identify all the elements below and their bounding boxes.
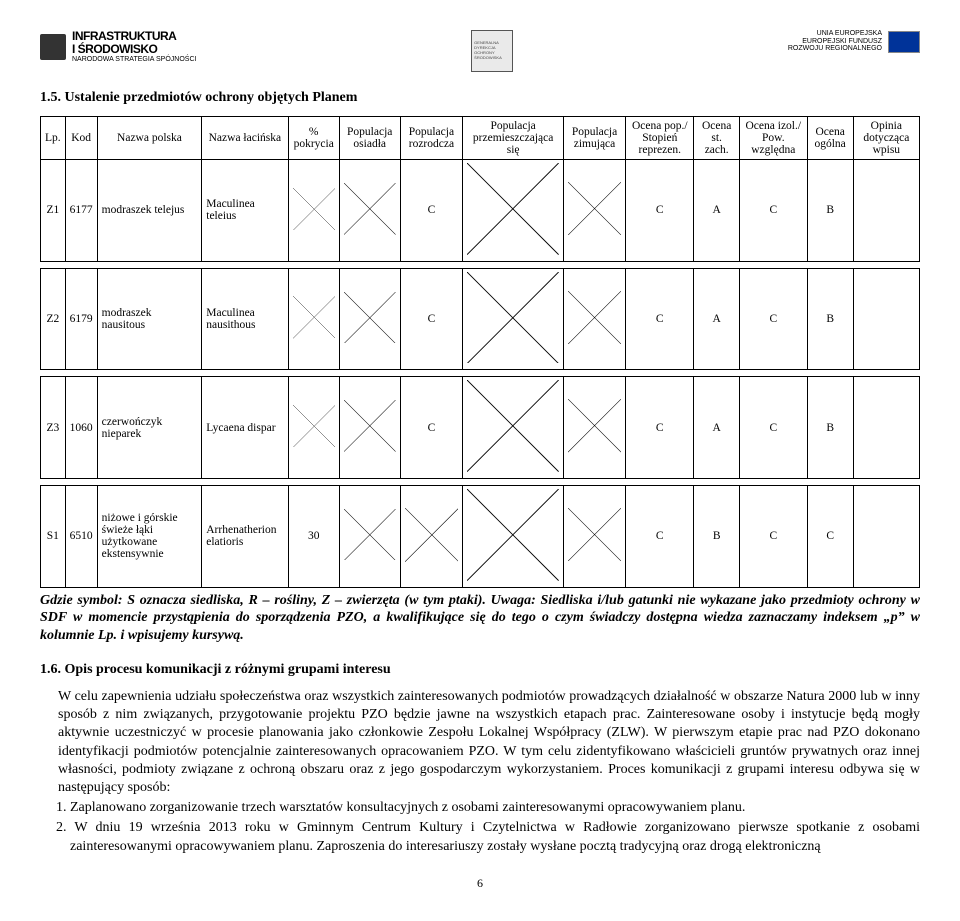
cell-ocena-pop: C bbox=[626, 485, 694, 587]
th-nazwa-lacinska: Nazwa łacińska bbox=[202, 117, 288, 160]
crossed-cell bbox=[463, 485, 564, 587]
crossed-cell bbox=[288, 377, 339, 479]
crossed-cell bbox=[563, 268, 625, 370]
th-lp: Lp. bbox=[41, 117, 66, 160]
th-ocena-ogolna: Ocena ogólna bbox=[807, 117, 853, 160]
cell-lp: Z1 bbox=[41, 160, 66, 262]
cell-ocena-ogolna: B bbox=[807, 160, 853, 262]
cell-opinia bbox=[853, 485, 919, 587]
th-ocena-st: Ocena st. zach. bbox=[694, 117, 739, 160]
section-1-6-title: 1.6. Opis procesu komunikacji z różnymi … bbox=[40, 662, 920, 678]
table-row: Z26179modraszek nausitousMaculinea nausi… bbox=[41, 268, 920, 370]
header-left-line3: NARODOWA STRATEGIA SPÓJNOŚCI bbox=[72, 56, 196, 64]
cell-kod: 6510 bbox=[65, 485, 97, 587]
cell-nazwa-polska: czerwończyk nieparek bbox=[97, 377, 202, 479]
cell-nazwa-lacinska: Lycaena dispar bbox=[202, 377, 288, 479]
gdos-icon: GENERALNA DYREKCJA OCHRONY ŚRODOWISKA bbox=[471, 30, 513, 72]
crossed-cell bbox=[463, 377, 564, 479]
cell-ocena-st: A bbox=[694, 268, 739, 370]
eu-flag-icon bbox=[888, 31, 920, 53]
logo-center: GENERALNA DYREKCJA OCHRONY ŚRODOWISKA bbox=[471, 30, 513, 72]
th-nazwa-polska: Nazwa polska bbox=[97, 117, 202, 160]
th-kod: Kod bbox=[65, 117, 97, 160]
section-1-5-title: 1.5. Ustalenie przedmiotów ochrony objęt… bbox=[40, 90, 920, 106]
section-1-6-li1: 1. Zaplanowano zorganizowanie trzech war… bbox=[70, 799, 920, 817]
cell-ocena-izol: C bbox=[739, 377, 807, 479]
cell-nazwa-lacinska: Maculinea teleius bbox=[202, 160, 288, 262]
table-row: Z16177modraszek telejusMaculinea teleius… bbox=[41, 160, 920, 262]
header-right-line2: EUROPEJSKI FUNDUSZ bbox=[788, 38, 882, 46]
th-ocena-pop: Ocena pop./ Stopień reprezen. bbox=[626, 117, 694, 160]
cell-ocena-pop: C bbox=[626, 377, 694, 479]
crossed-cell bbox=[339, 377, 400, 479]
cell-ocena-pop: C bbox=[626, 160, 694, 262]
cell-rozrodcza: C bbox=[400, 268, 463, 370]
crossed-cell bbox=[563, 160, 625, 262]
cell-ocena-ogolna: C bbox=[807, 485, 853, 587]
crossed-cell bbox=[400, 485, 463, 587]
crossed-cell bbox=[339, 268, 400, 370]
cell-ocena-ogolna: B bbox=[807, 377, 853, 479]
cell-ocena-izol: C bbox=[739, 160, 807, 262]
cell-nazwa-polska: modraszek nausitous bbox=[97, 268, 202, 370]
th-pokrycia: % pokrycia bbox=[288, 117, 339, 160]
cell-opinia bbox=[853, 377, 919, 479]
infrastructure-icon bbox=[40, 34, 66, 60]
cell-ocena-izol: C bbox=[739, 485, 807, 587]
crossed-cell bbox=[339, 160, 400, 262]
cell-nazwa-polska: modraszek telejus bbox=[97, 160, 202, 262]
th-pop-rozrodcza: Populacja rozrodcza bbox=[400, 117, 463, 160]
cell-lp: Z3 bbox=[41, 377, 66, 479]
logo-right: UNIA EUROPEJSKA EUROPEJSKI FUNDUSZ ROZWO… bbox=[788, 30, 920, 53]
cell-kod: 1060 bbox=[65, 377, 97, 479]
header-left-line2: I ŚRODOWISKO bbox=[72, 43, 196, 56]
cell-nazwa-lacinska: Maculinea nausithous bbox=[202, 268, 288, 370]
cell-opinia bbox=[853, 268, 919, 370]
th-pop-osiadla: Populacja osiadła bbox=[339, 117, 400, 160]
subjects-table: Lp. Kod Nazwa polska Nazwa łacińska % po… bbox=[40, 116, 920, 588]
cell-ocena-pop: C bbox=[626, 268, 694, 370]
crossed-cell bbox=[288, 160, 339, 262]
cell-rozrodcza: C bbox=[400, 377, 463, 479]
cell-ocena-ogolna: B bbox=[807, 268, 853, 370]
crossed-cell bbox=[563, 377, 625, 479]
crossed-cell bbox=[339, 485, 400, 587]
page-number: 6 bbox=[40, 876, 920, 891]
crossed-cell bbox=[288, 268, 339, 370]
logo-right-text: UNIA EUROPEJSKA EUROPEJSKI FUNDUSZ ROZWO… bbox=[788, 30, 882, 53]
th-pop-zim: Populacja zimująca bbox=[563, 117, 625, 160]
cell-lp: S1 bbox=[41, 485, 66, 587]
crossed-cell bbox=[463, 268, 564, 370]
crossed-cell bbox=[463, 160, 564, 262]
header-right-line3: ROZWOJU REGIONALNEGO bbox=[788, 45, 882, 53]
header-right-line1: UNIA EUROPEJSKA bbox=[788, 30, 882, 38]
table-footnote: Gdzie symbol: S oznacza siedliska, R – r… bbox=[40, 592, 920, 645]
table-row: Z31060czerwończyk nieparekLycaena dispar… bbox=[41, 377, 920, 479]
cell-ocena-st: B bbox=[694, 485, 739, 587]
cell-nazwa-polska: niżowe i górskie świeże łąki użytkowane … bbox=[97, 485, 202, 587]
logo-left-text: INFRASTRUKTURA I ŚRODOWISKO NARODOWA STR… bbox=[72, 30, 196, 64]
logo-left: INFRASTRUKTURA I ŚRODOWISKO NARODOWA STR… bbox=[40, 30, 196, 64]
cell-rozrodcza: C bbox=[400, 160, 463, 262]
cell-ocena-izol: C bbox=[739, 268, 807, 370]
cell-lp: Z2 bbox=[41, 268, 66, 370]
header-logos: INFRASTRUKTURA I ŚRODOWISKO NARODOWA STR… bbox=[40, 30, 920, 72]
th-opinia: Opinia dotycząca wpisu bbox=[853, 117, 919, 160]
section-1-6-li2: 2. W dniu 19 września 2013 roku w Gminny… bbox=[70, 819, 920, 855]
table-row: S16510niżowe i górskie świeże łąki użytk… bbox=[41, 485, 920, 587]
section-1-6-para1: W celu zapewnienia udziału społeczeństwa… bbox=[58, 688, 920, 797]
cell-pokrycia: 30 bbox=[288, 485, 339, 587]
th-ocena-izol: Ocena izol./ Pow. względna bbox=[739, 117, 807, 160]
cell-ocena-st: A bbox=[694, 160, 739, 262]
th-pop-przem: Populacja przemieszczająca się bbox=[463, 117, 564, 160]
cell-kod: 6179 bbox=[65, 268, 97, 370]
cell-kod: 6177 bbox=[65, 160, 97, 262]
cell-opinia bbox=[853, 160, 919, 262]
cell-nazwa-lacinska: Arrhenatherion elatioris bbox=[202, 485, 288, 587]
crossed-cell bbox=[563, 485, 625, 587]
cell-ocena-st: A bbox=[694, 377, 739, 479]
